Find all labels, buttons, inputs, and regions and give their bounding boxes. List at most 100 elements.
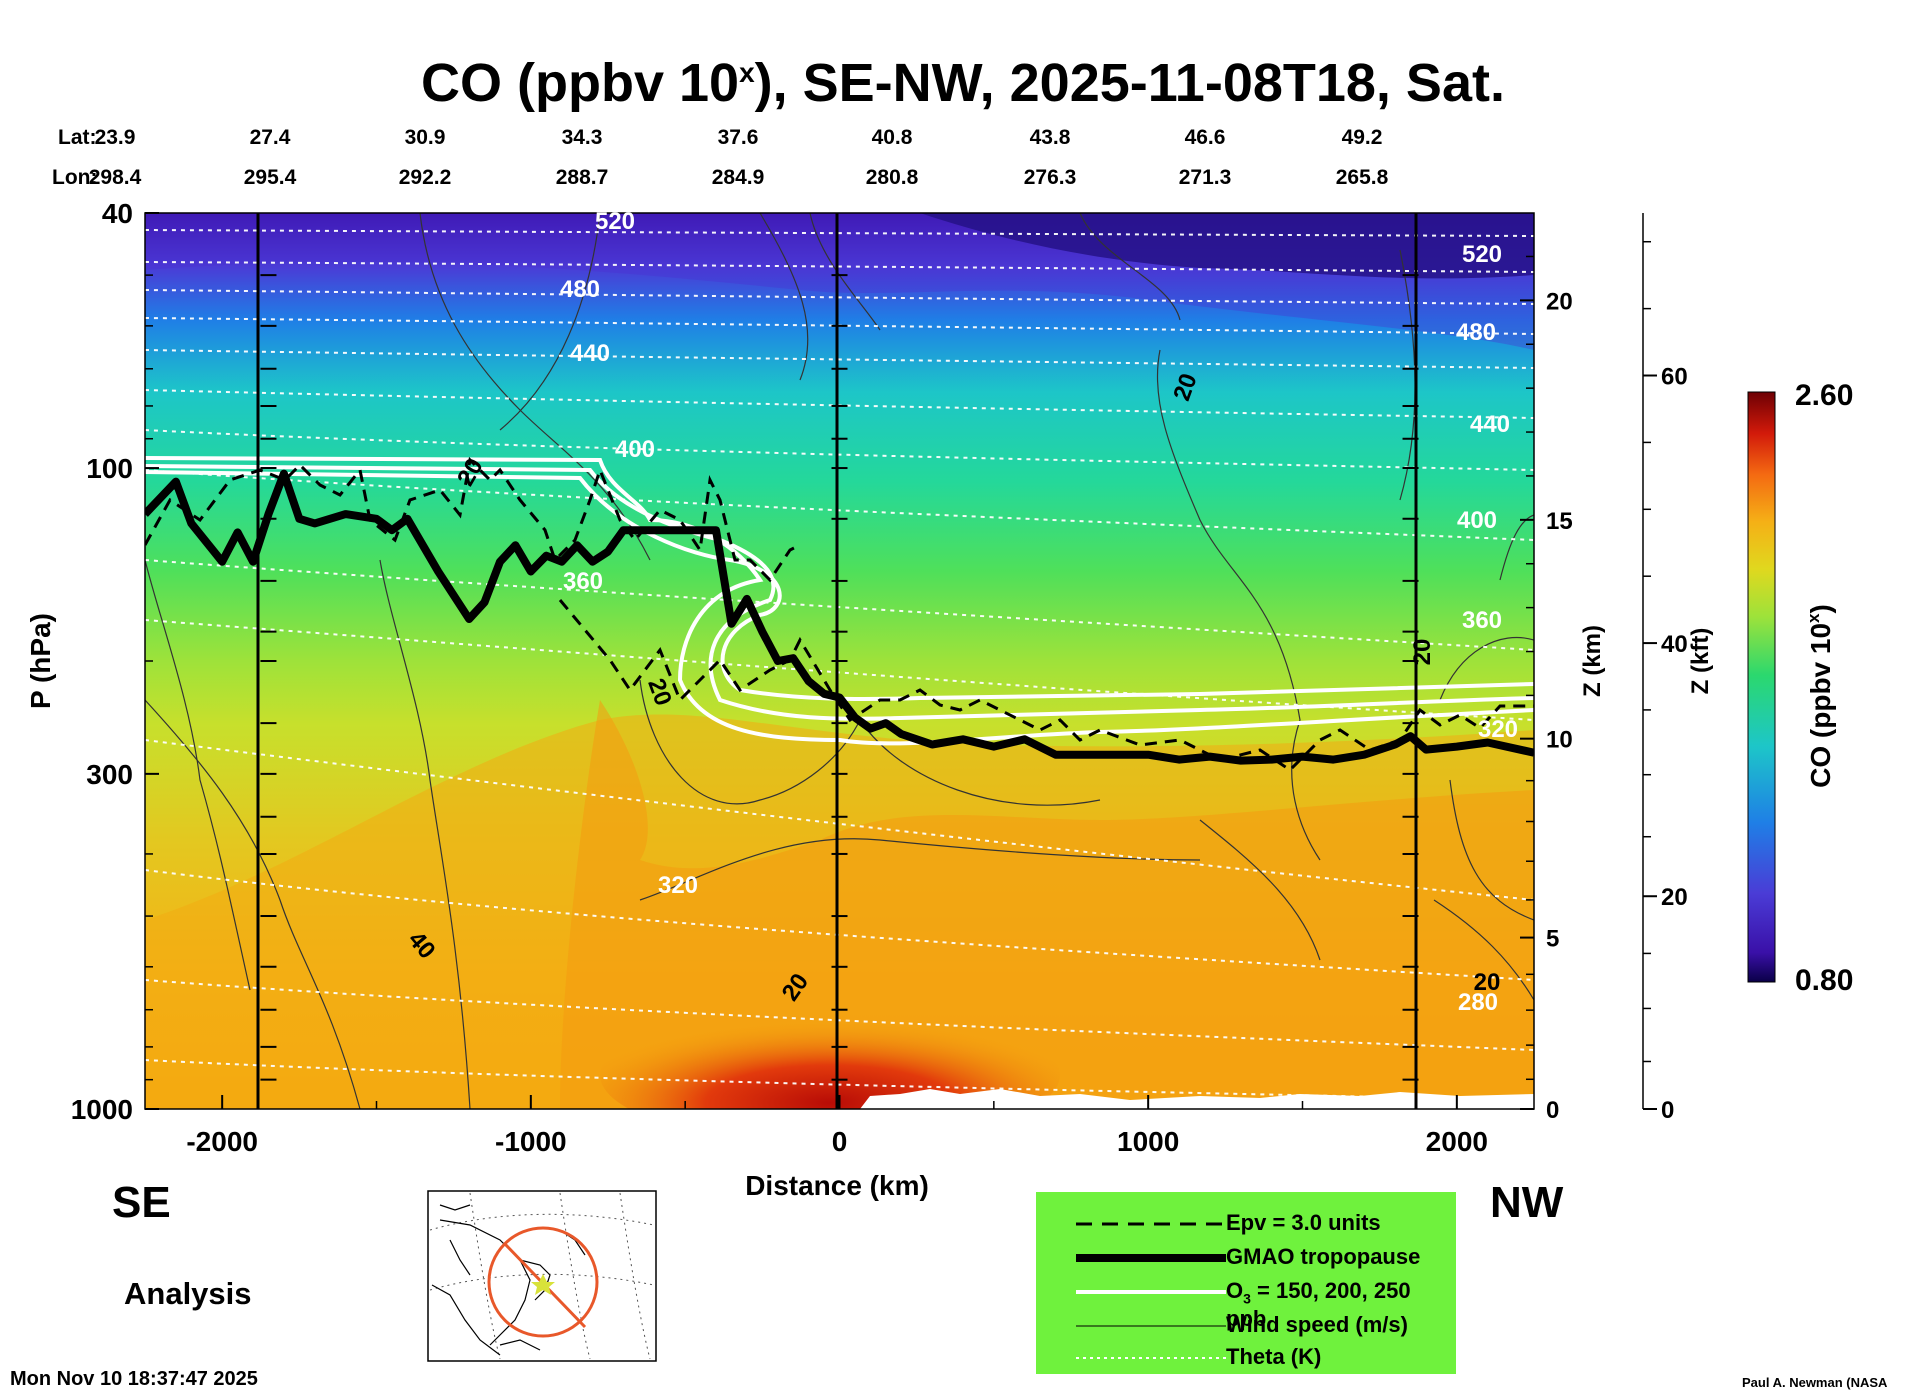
x-tick-label-3: 1000: [1117, 1126, 1179, 1157]
legend-tropopause: GMAO tropopause: [1076, 1244, 1421, 1269]
x-tick-label-4: 2000: [1426, 1126, 1488, 1157]
legend-wind: Wind speed (m/s): [1076, 1312, 1408, 1337]
z-km-tick-label-2: 10: [1546, 727, 1573, 754]
colorbar-title: CO (ppbv 10x): [1804, 604, 1836, 788]
theta-line-1: [145, 261, 1534, 273]
lon-value-3: 288.7: [555, 166, 609, 189]
theta-label-7: 520: [1462, 241, 1502, 268]
theta-labels: 520 480 440 400 360 320 280 520 480 440 400 360 320: [560, 208, 1518, 1016]
theta-line-2: [145, 289, 1534, 305]
z-kft-title: Z (kft): [1687, 628, 1714, 695]
theta-line-6: [145, 429, 1534, 471]
colorbar-max-label: 2.60: [1795, 379, 1853, 412]
lat-value-7: 46.6: [1184, 126, 1226, 149]
lat-label: Lat:: [58, 126, 97, 149]
colorbar-min-label: 0.80: [1795, 964, 1853, 997]
theta-label-3: 400: [615, 436, 655, 463]
lat-value-0: 23.9: [94, 126, 136, 149]
lon-value-6: 276.3: [1023, 166, 1077, 189]
theta-label-0: 520: [595, 208, 635, 235]
wind-label-5: 20: [1409, 639, 1436, 666]
lon-value-2: 292.2: [398, 166, 452, 189]
timestamp: Mon Nov 10 18:37:47 2025: [10, 1368, 258, 1390]
direction-se: SE: [112, 1178, 171, 1227]
lon-value-0: 298.4: [88, 166, 142, 189]
x-tick-label-0: -2000: [186, 1126, 258, 1157]
wind-label-6: 20: [1474, 969, 1501, 996]
lon-label: Lon:: [52, 166, 98, 189]
surface-co-max: [600, 1005, 1060, 1109]
lat-value-1: 27.4: [249, 126, 291, 149]
theta-line-3: [145, 317, 1534, 335]
theta-line-7: [145, 469, 1534, 541]
theta-line-12: [145, 979, 1534, 1051]
legend-ozone: O3 = 150, 200, 250 ppb: [1076, 1278, 1411, 1332]
direction-nw: NW: [1490, 1178, 1564, 1227]
z-kft-tick-label-2: 40: [1661, 631, 1688, 658]
y-tick-label-0: 40: [102, 198, 133, 229]
lat-value-8: 49.2: [1341, 126, 1383, 149]
analysis-label: Analysis: [124, 1276, 252, 1311]
legend-epv: Epv = 3.0 units: [1076, 1210, 1381, 1235]
theta-label-5: 320: [658, 872, 698, 899]
theta-label-2: 440: [570, 340, 610, 367]
wind-speed-contours: [145, 213, 1534, 1109]
theta-line-0: [145, 229, 1534, 237]
lat-value-4: 37.6: [717, 126, 759, 149]
y-tick-label-2: 300: [86, 759, 133, 790]
map-center-marker: [531, 1274, 555, 1295]
gmao-tropopause-line: [145, 469, 1534, 765]
z-km-tick-label-0: 0: [1546, 1097, 1559, 1124]
theta-line-13: [145, 1059, 1534, 1101]
legend-theta: Theta (K): [1076, 1344, 1322, 1369]
y-axis: 40 100 300 1000: [71, 198, 159, 1125]
lon-value-1: 295.4: [243, 166, 297, 189]
theta-label-4: 360: [563, 568, 603, 595]
theta-label-8: 480: [1456, 319, 1496, 346]
lon-value-7: 271.3: [1178, 166, 1232, 189]
z-kft-tick-label-0: 0: [1661, 1097, 1674, 1124]
z-kft-tick-label-1: 20: [1661, 884, 1688, 911]
lat-value-2: 30.9: [404, 126, 446, 149]
chart-title: CO (ppbv 10x), SE-NW, 2025-11-08T18, Sat…: [421, 53, 1505, 113]
colorbar: [1747, 391, 1776, 983]
lat-value-6: 43.8: [1029, 126, 1071, 149]
coastlines: [431, 1204, 586, 1356]
theta-label-10: 400: [1457, 507, 1497, 534]
z-km-tick-label-1: 5: [1546, 926, 1559, 953]
theta-line-4: [145, 349, 1534, 369]
y-tick-label-1: 100: [86, 453, 133, 484]
epv-contours: [145, 456, 1534, 772]
y-axis-title: P (hPa): [25, 613, 56, 709]
lon-value-8: 265.8: [1335, 166, 1389, 189]
z-km-tick-label-4: 20: [1546, 288, 1573, 315]
z-km-title: Z (km): [1579, 625, 1606, 697]
x-tick-label-1: -1000: [495, 1126, 567, 1157]
y-tick-label-3: 1000: [71, 1094, 133, 1125]
z-km-axis: 0 5 10 15 20: [1520, 255, 1573, 1124]
theta-line-5: [145, 389, 1534, 419]
z-km-tick-label-3: 15: [1546, 508, 1573, 535]
theta-label-1: 480: [560, 276, 600, 303]
x-axis-title: Distance (km): [745, 1170, 929, 1201]
x-tick-label-2: 0: [832, 1126, 848, 1157]
theta-line-8: [145, 559, 1534, 651]
theta-label-6: 280: [1458, 989, 1498, 1016]
z-kft-tick-label-3: 60: [1661, 364, 1688, 391]
lat-value-3: 34.3: [561, 126, 603, 149]
lon-value-5: 280.8: [865, 166, 919, 189]
lat-value-5: 40.8: [871, 126, 913, 149]
marker-ticks: [260, 274, 1419, 1081]
surface-white-patches: [860, 1089, 1534, 1109]
stratosphere-purple: [145, 213, 1534, 350]
theta-label-12: 320: [1478, 716, 1518, 743]
theta-label-9: 440: [1470, 411, 1510, 438]
upper-dark-band: [920, 213, 1534, 279]
lon-value-4: 284.9: [711, 166, 765, 189]
z-kft-axis: 0 20 40 60: [1643, 240, 1688, 1124]
map-cross-section-circle: [487, 1226, 599, 1338]
legend: Epv = 3.0 units GMAO tropopause O3 = 150…: [1036, 1192, 1456, 1374]
credit: Paul A. Newman (NASA: [1742, 1375, 1888, 1390]
